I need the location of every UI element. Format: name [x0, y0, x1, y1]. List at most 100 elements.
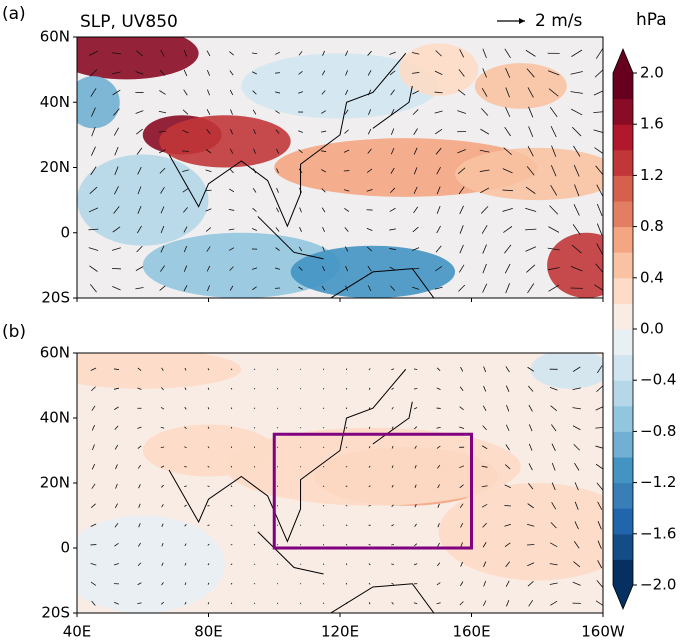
wind-arrow	[322, 226, 325, 233]
colorbar-tick-label: 0.4	[640, 268, 664, 286]
wind-arrow	[436, 166, 441, 175]
wind-arrow	[411, 286, 420, 290]
wind-arrow	[228, 228, 235, 231]
wind-arrow	[251, 228, 258, 231]
x-tick-label: 120E	[321, 623, 359, 641]
field-blob	[159, 115, 291, 168]
wind-arrow	[596, 580, 603, 588]
colorbar-bin	[613, 405, 633, 432]
wind-arrow	[161, 582, 164, 586]
wind-arrow	[115, 464, 118, 470]
wind-arrow	[183, 245, 188, 253]
coastline	[168, 52, 407, 228]
wind-arrow	[573, 561, 581, 568]
wind-arrow	[298, 71, 303, 75]
wind-arrow	[345, 563, 348, 566]
wind-arrow	[458, 69, 465, 77]
wind-arrow	[549, 563, 558, 566]
wind-arrow	[159, 285, 166, 291]
wind-arrow	[572, 366, 581, 372]
wind-arrow	[322, 266, 326, 272]
wind-arrow	[594, 147, 603, 154]
colorbar-tick-label: 2.0	[640, 64, 664, 82]
colorbar-tick-label: 0.8	[640, 217, 664, 235]
wind-arrow	[114, 425, 119, 430]
wind-arrow	[436, 602, 441, 605]
wind-arrow	[344, 207, 350, 212]
wind-arrow	[90, 166, 97, 176]
wind-arrow	[298, 286, 303, 290]
wind-arrow	[506, 405, 510, 412]
wind-arrow	[597, 560, 603, 569]
wind-arrow	[505, 444, 510, 451]
wind-arrow	[505, 366, 510, 373]
wind-arrow	[482, 283, 488, 293]
wind-arrow	[182, 169, 189, 173]
wind-arrow	[114, 503, 118, 509]
wind-arrow	[88, 50, 99, 56]
field-blob	[77, 76, 120, 129]
wind-arrow	[184, 504, 187, 507]
wind-arrow	[229, 285, 234, 291]
wind-arrow	[345, 407, 348, 410]
wind-arrow	[90, 88, 97, 97]
wind-arrow	[436, 205, 441, 214]
colorbar-bin	[613, 175, 633, 202]
wind-arrow	[228, 209, 235, 211]
wind-arrow	[550, 542, 558, 548]
wind-arrow	[299, 207, 302, 213]
wind-arrow	[551, 145, 557, 157]
wind-arrow	[322, 524, 325, 526]
coastline	[257, 85, 435, 298]
wind-arrow	[573, 541, 580, 549]
wind-arrow	[321, 90, 326, 95]
map-panel	[77, 353, 603, 613]
field-blob	[142, 424, 275, 477]
wind-arrow	[345, 426, 348, 429]
wind-arrow	[502, 168, 513, 174]
wind-arrow	[207, 602, 210, 605]
colorbar-bin	[613, 226, 633, 253]
wind-arrow	[137, 205, 142, 214]
wind-arrow	[276, 427, 279, 429]
y-tick-label: 0	[60, 223, 70, 241]
wind-arrow	[595, 600, 603, 606]
wind-arrow	[460, 366, 464, 372]
wind-arrow	[572, 407, 581, 410]
wind-arrow	[413, 147, 418, 155]
wind-arrow	[571, 244, 582, 254]
colorbar-tick-label: 0.0	[640, 320, 664, 338]
wind-arrow	[160, 186, 165, 194]
wind-arrow	[344, 129, 349, 134]
wind-arrow	[253, 148, 256, 154]
wind-arrow	[390, 167, 395, 174]
wind-arrow	[230, 109, 233, 115]
wind-arrow	[435, 129, 443, 135]
colorbar-bin	[613, 431, 633, 458]
wind-arrow	[528, 106, 534, 118]
wind-arrow	[137, 582, 142, 586]
wind-arrow	[253, 524, 256, 526]
colorbar-bin	[613, 482, 633, 509]
y-tick-label: 60N	[40, 28, 70, 46]
wind-arrow	[159, 90, 166, 95]
wind-arrow	[207, 524, 210, 527]
wind-arrow	[184, 406, 187, 410]
wind-arrow	[230, 485, 233, 488]
colorbar-bin	[613, 124, 633, 151]
wind-arrow	[505, 385, 510, 392]
wind-arrow	[527, 562, 535, 567]
wind-arrow	[434, 70, 443, 76]
wind-arrow	[593, 111, 603, 113]
wind-arrow	[391, 602, 394, 605]
map-panel	[77, 37, 603, 298]
wind-arrow	[390, 285, 396, 291]
wind-arrow	[206, 246, 211, 252]
field-blob	[474, 63, 567, 109]
wind-arrow	[504, 523, 511, 527]
wind-arrow	[275, 110, 280, 114]
wind-arrow	[413, 128, 418, 135]
wind-arrow	[229, 266, 234, 271]
wind-arrow	[182, 150, 189, 152]
wind-arrow	[548, 226, 560, 233]
